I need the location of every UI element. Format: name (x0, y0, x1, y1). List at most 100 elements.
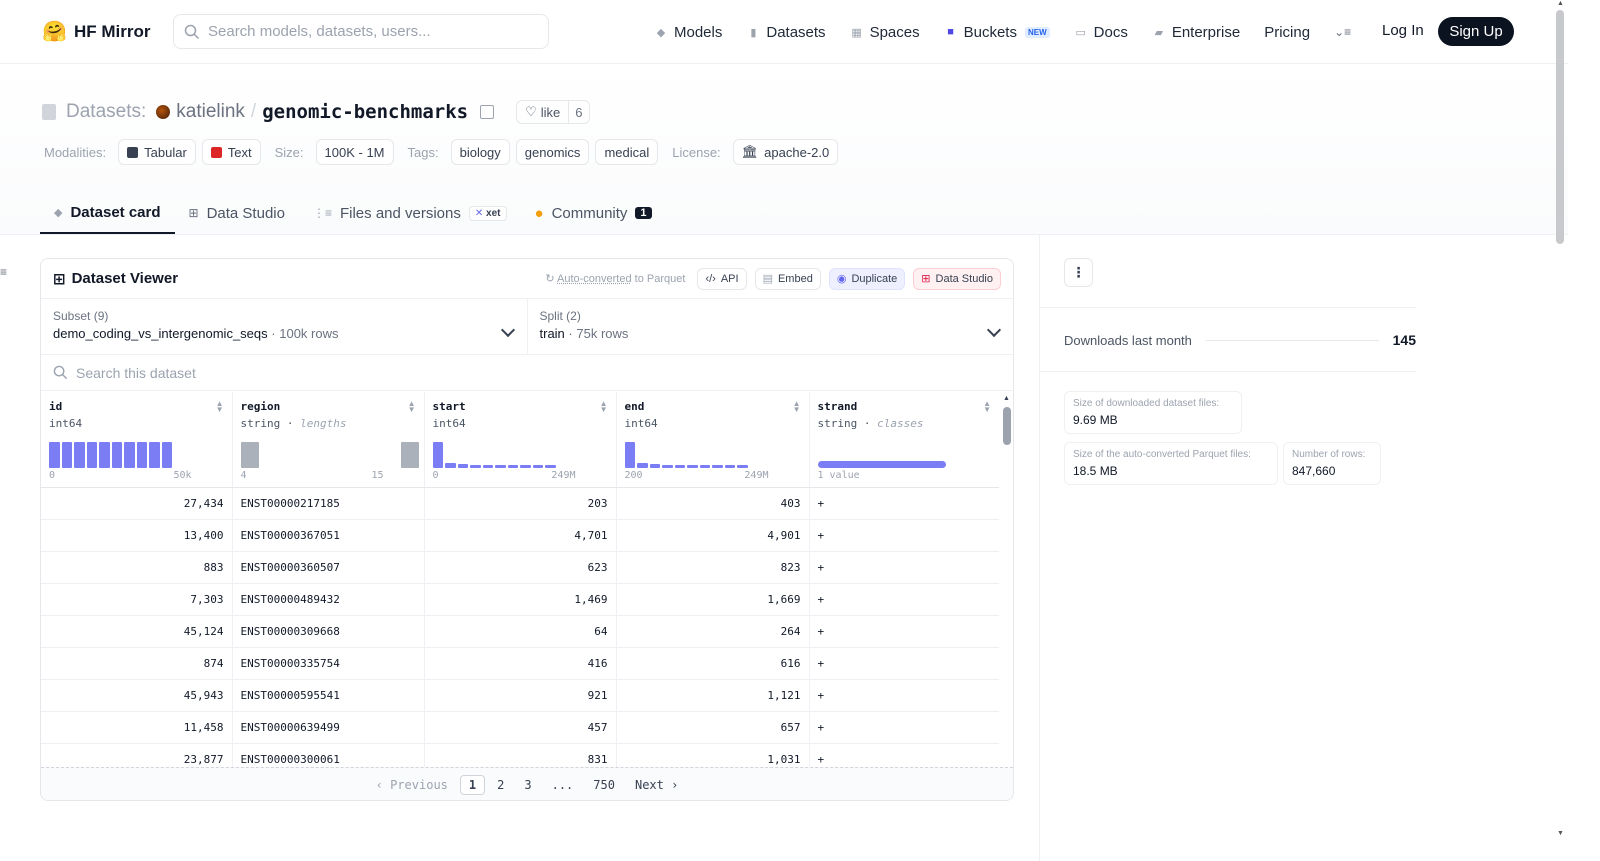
histogram-bar[interactable] (124, 442, 135, 468)
subset-select[interactable]: Subset (9) demo_coding_vs_intergenomic_s… (41, 299, 527, 354)
histogram-bar[interactable] (482, 465, 493, 468)
class-bar[interactable] (817, 461, 946, 468)
nav-docs[interactable]: ▭ Docs (1074, 24, 1127, 41)
nav-enterprise[interactable]: ▰ Enterprise (1152, 24, 1241, 41)
column-header-id[interactable]: id int64 ▲ ▼ 0 50k (41, 392, 233, 488)
histogram-bar[interactable] (737, 465, 748, 468)
histogram-bar[interactable] (712, 465, 723, 468)
histogram-bar[interactable] (495, 465, 506, 468)
cell-start[interactable]: 64 (424, 615, 617, 648)
cell-end[interactable]: 4,901 (616, 519, 810, 552)
cell-region[interactable]: ENST00000217185 (232, 487, 425, 520)
tab-data-studio[interactable]: ⊞ Data Studio (175, 192, 299, 234)
nav-models[interactable]: ◆ Models (654, 24, 723, 41)
histogram-bar[interactable] (457, 464, 468, 468)
cell-region[interactable]: ENST00000595541 (232, 679, 425, 712)
cell-region[interactable]: ENST00000360507 (232, 551, 425, 584)
histogram-bar[interactable] (61, 442, 72, 468)
next-page-button[interactable]: Next › (627, 775, 686, 795)
nav-spaces[interactable]: ▦ Spaces (850, 24, 919, 41)
cell-strand[interactable]: + (809, 583, 999, 616)
like-button[interactable]: ♡ like 6 (516, 100, 590, 124)
histogram-bar[interactable] (699, 465, 710, 468)
histogram-bar[interactable] (149, 442, 160, 468)
histogram-bar[interactable] (111, 442, 122, 468)
table-row[interactable]: 883 ENST00000360507 623 823 + (41, 551, 999, 584)
cell-strand[interactable]: + (809, 711, 999, 744)
cell-id[interactable]: 27,434 (41, 487, 233, 520)
duplicate-button[interactable]: ◉ Duplicate (828, 267, 906, 290)
sort-icon[interactable]: ▲ ▼ (983, 399, 991, 414)
histogram-bar[interactable] (240, 442, 259, 468)
cell-region[interactable]: ENST00000639499 (232, 711, 425, 744)
column-header-region[interactable]: region string · lengths ▲ ▼ 4 15 (232, 392, 425, 488)
cell-region[interactable]: ENST00000489432 (232, 583, 425, 616)
page-1-button[interactable]: 1 (459, 774, 486, 795)
repo-owner-link[interactable]: katielink (176, 101, 245, 122)
tag-size[interactable]: 100K - 1M (315, 139, 394, 165)
cell-start[interactable]: 623 (424, 551, 617, 584)
cell-end[interactable]: 657 (616, 711, 810, 744)
cell-id[interactable]: 11,458 (41, 711, 233, 744)
api-button[interactable]: ‹/› API (697, 267, 747, 290)
table-row[interactable]: 45,943 ENST00000595541 921 1,121 + (41, 679, 999, 712)
cell-start[interactable]: 921 (424, 679, 617, 712)
histogram-bar[interactable] (649, 464, 660, 468)
repo-name-link[interactable]: genomic-benchmarks (262, 101, 469, 123)
cell-start[interactable]: 457 (424, 711, 617, 744)
cell-end[interactable]: 264 (616, 615, 810, 648)
column-histogram[interactable] (624, 440, 748, 468)
histogram-bar[interactable] (86, 442, 97, 468)
cell-end[interactable]: 1,121 (616, 679, 810, 712)
page-scroll-up-icon[interactable]: ▲ (1557, 0, 1564, 7)
column-histogram[interactable] (817, 440, 946, 468)
cell-id[interactable]: 45,943 (41, 679, 233, 712)
page-scroll-down-icon[interactable]: ▼ (1557, 830, 1564, 837)
cell-strand[interactable]: + (809, 615, 999, 648)
sort-icon[interactable]: ▲ ▼ (407, 399, 416, 414)
table-row[interactable]: 7,303 ENST00000489432 1,469 1,669 + (41, 583, 999, 616)
histogram-bar[interactable] (687, 465, 698, 468)
cell-id[interactable]: 45,124 (41, 615, 233, 648)
tag-license[interactable]: 🏛 apache-2.0 (732, 139, 839, 165)
cell-strand[interactable]: + (809, 519, 999, 552)
column-header-start[interactable]: start int64 ▲ ▼ 0 249M (424, 392, 617, 488)
embed-button[interactable]: ▤ Embed (754, 267, 821, 290)
cell-end[interactable]: 403 (616, 487, 810, 520)
sort-icon[interactable]: ▲ ▼ (599, 399, 608, 414)
tag-text[interactable]: Text (201, 139, 261, 165)
histogram-bar[interactable] (724, 465, 735, 468)
histogram-bar[interactable] (532, 465, 543, 468)
histogram-bar[interactable] (520, 465, 531, 468)
histogram-bar[interactable] (470, 465, 481, 468)
tag-biology[interactable]: biology (450, 139, 510, 165)
cell-strand[interactable]: + (809, 487, 999, 520)
cell-end[interactable]: 1,669 (616, 583, 810, 616)
tag-tabular[interactable]: Tabular (118, 139, 196, 165)
cell-id[interactable]: 13,400 (41, 519, 233, 552)
histogram-bar[interactable] (49, 442, 60, 468)
cell-start[interactable]: 203 (424, 487, 617, 520)
table-row[interactable]: 13,400 ENST00000367051 4,701 4,901 + (41, 519, 999, 552)
table-row[interactable]: 874 ENST00000335754 416 616 + (41, 647, 999, 680)
page-3-button[interactable]: 3 (524, 777, 532, 792)
table-row[interactable]: 27,434 ENST00000217185 203 403 + (41, 487, 999, 520)
tag-genomics[interactable]: genomics (515, 139, 590, 165)
login-link[interactable]: Log In (1382, 22, 1424, 39)
split-select[interactable]: Split (2) train · 75k rows (526, 299, 1014, 354)
histogram-bar[interactable] (445, 463, 456, 468)
histogram-bar[interactable] (136, 442, 147, 468)
sidebar-toggle-icon[interactable]: ≡ (0, 265, 8, 279)
cell-start[interactable]: 416 (424, 647, 617, 680)
histogram-bar[interactable] (400, 442, 419, 468)
histogram-bar[interactable] (74, 442, 85, 468)
cell-end[interactable]: 823 (616, 551, 810, 584)
nav-buckets[interactable]: ■ Buckets NEW (944, 24, 1050, 41)
scroll-up-icon[interactable]: ▲ (1003, 395, 1010, 402)
column-histogram[interactable] (49, 440, 172, 468)
cell-start[interactable]: 4,701 (424, 519, 617, 552)
column-header-strand[interactable]: strand string · classes ▲ ▼ 1 value (809, 392, 999, 488)
cell-region[interactable]: ENST00000335754 (232, 647, 425, 680)
signup-button[interactable]: Sign Up (1438, 17, 1514, 46)
table-scrollbar[interactable]: ▲ ▼ (1003, 395, 1011, 775)
